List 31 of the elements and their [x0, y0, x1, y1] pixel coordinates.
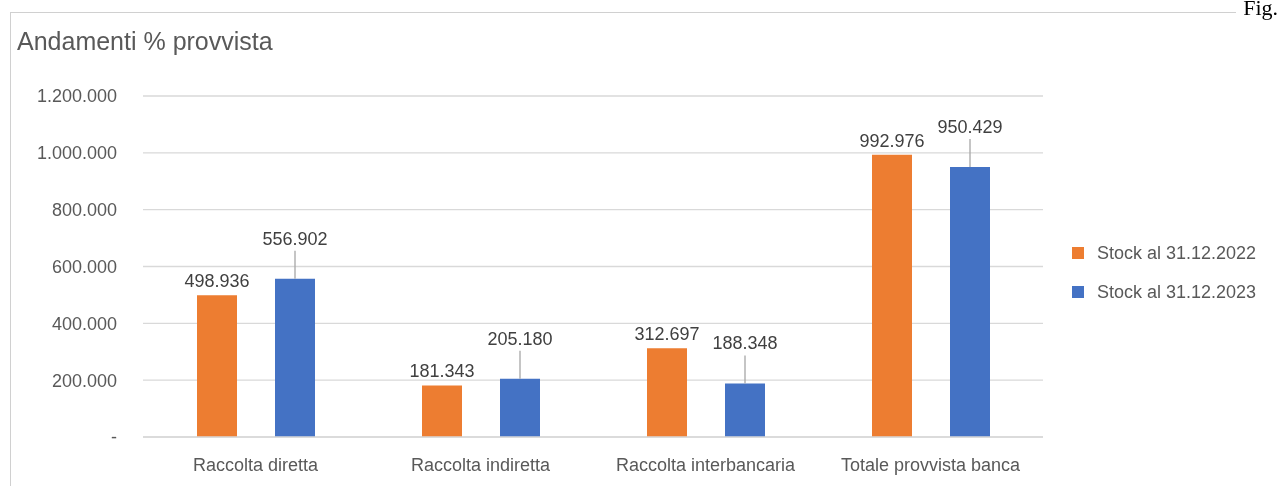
- data-label: 950.429: [937, 116, 1003, 137]
- data-label: 556.902: [262, 228, 328, 249]
- legend-label: Stock al 31.12.2022: [1097, 242, 1257, 265]
- x-tick-label: Raccolta indiretta: [410, 454, 552, 475]
- text: Fig.: [1243, 0, 1278, 20]
- y-tick-label: 1.200.000: [36, 86, 117, 107]
- bar: [725, 383, 765, 437]
- data-label: 181.343: [409, 361, 475, 382]
- chart-title: Andamenti % provvista: [17, 27, 273, 55]
- y-tick-label: -: [111, 427, 117, 448]
- x-tick-label: Raccolta interbancaria: [615, 454, 797, 475]
- bar: [872, 154, 912, 437]
- y-tick-label: 800.000: [51, 200, 117, 221]
- legend-label: Stock al 31.12.2023: [1097, 281, 1257, 304]
- data-label: 205.180: [487, 328, 553, 349]
- bar: [647, 348, 687, 437]
- y-tick-label: 200.000: [51, 370, 117, 391]
- bar: [422, 385, 462, 437]
- bar: [275, 278, 315, 437]
- data-label: 188.348: [712, 333, 778, 354]
- bar: [950, 166, 990, 437]
- data-label: 498.936: [184, 271, 250, 292]
- x-tick-label: Raccolta diretta: [192, 454, 320, 475]
- data-label: 992.976: [859, 130, 925, 151]
- bar: [500, 378, 540, 437]
- y-tick-label: 1.000.000: [36, 143, 117, 164]
- bar: [197, 295, 237, 437]
- x-tick-label: Totale provvista banca: [840, 454, 1022, 475]
- y-tick-label: 400.000: [51, 313, 117, 334]
- data-label: 312.697: [634, 324, 700, 345]
- y-tick-label: 600.000: [51, 256, 117, 277]
